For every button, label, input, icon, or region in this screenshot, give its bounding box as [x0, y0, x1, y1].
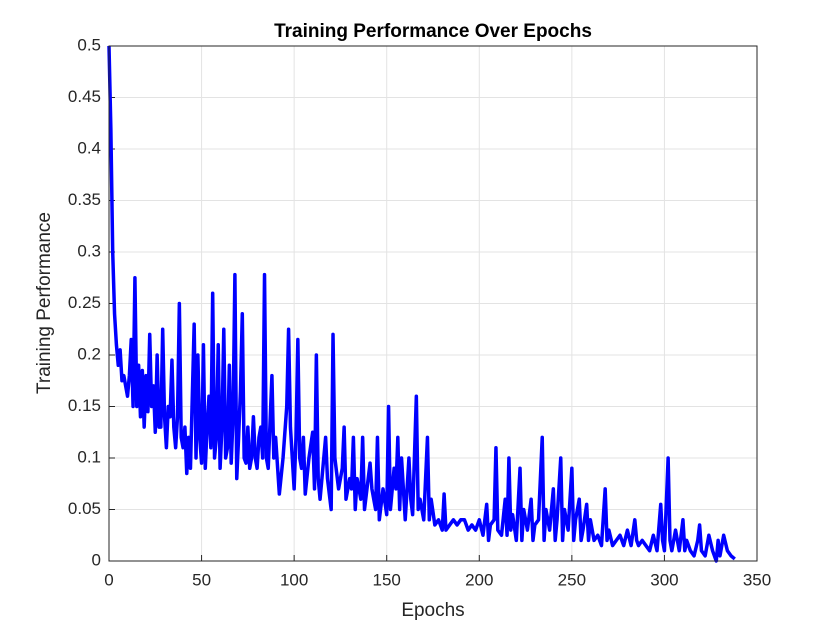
x-tick-label: 150 [373, 570, 401, 589]
axes-box [108, 45, 758, 562]
x-tick-label: 250 [558, 570, 586, 589]
y-tick-label: 0.35 [68, 190, 101, 209]
y-tick-label: 0.05 [68, 499, 101, 518]
y-axis-label: Training Performance [34, 212, 55, 394]
chart-title: Training Performance Over Epochs [274, 21, 592, 42]
y-tick-label: 0 [92, 550, 101, 569]
x-tick-label: 350 [743, 570, 771, 589]
y-tick-label: 0.1 [77, 447, 101, 466]
data-line [107, 45, 736, 563]
x-tick-label: 300 [650, 570, 678, 589]
y-tick-label: 0.4 [77, 138, 101, 157]
labels: 0 0.05 0.1 0.15 0.2 0.25 0.3 0.35 0.4 0.45 0.5 0 50 1… [68, 35, 771, 589]
y-tick-label: 0.15 [68, 396, 101, 415]
y-tick-label: 0.3 [77, 241, 101, 260]
y-tick-label: 0.2 [77, 344, 101, 363]
x-axis-label: Epochs [401, 600, 464, 621]
y-tick-label: 0.45 [68, 87, 101, 106]
x-tick-label: 50 [192, 570, 211, 589]
lines [107, 45, 736, 563]
x-tick-label: 100 [280, 570, 308, 589]
y-tick-label: 0.25 [68, 293, 101, 312]
y-tick-label: 0.5 [77, 35, 101, 54]
x-tick-label: 0 [104, 570, 113, 589]
x-tick-label: 200 [465, 570, 493, 589]
